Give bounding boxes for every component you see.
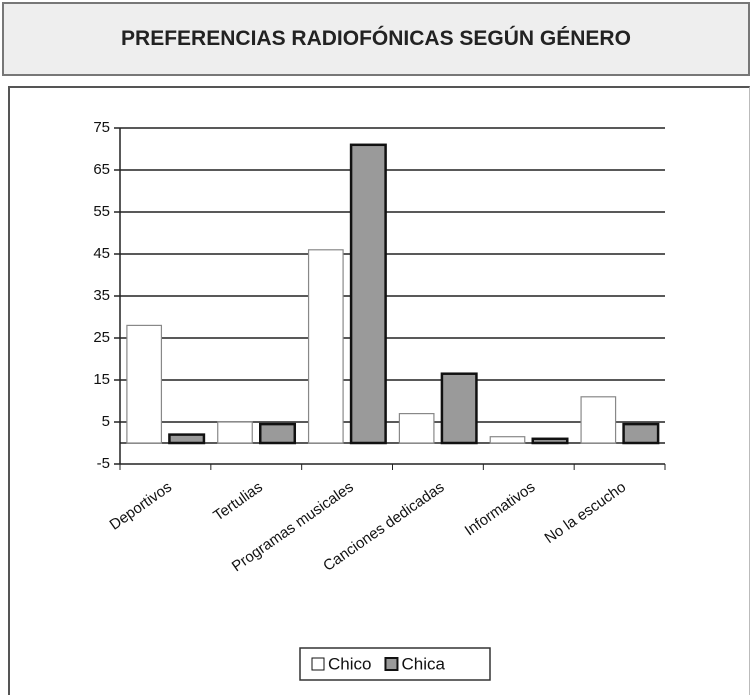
bar	[580, 396, 617, 444]
legend-swatch	[384, 657, 399, 671]
y-tick-label: 15	[93, 371, 110, 388]
bar	[217, 421, 253, 444]
y-tick-label: 75	[93, 119, 110, 136]
y-tick-label: 45	[93, 245, 110, 262]
y-tick-label: 65	[93, 161, 110, 178]
bar	[489, 436, 526, 444]
legend-label: Chica	[401, 654, 445, 673]
bar	[349, 143, 387, 445]
legend-label: Chico	[328, 654, 371, 673]
y-tick-label: 55	[93, 203, 110, 220]
y-tick-label: 25	[93, 329, 110, 346]
bar	[440, 372, 478, 445]
chart-panel	[8, 86, 750, 695]
bar	[398, 413, 435, 444]
bar	[307, 249, 344, 444]
bar	[259, 422, 297, 445]
bar	[622, 422, 660, 445]
x-tick-label: No la escucho	[542, 479, 630, 547]
x-tick-label: Tertulias	[210, 479, 266, 525]
bar	[531, 437, 569, 445]
y-tick-label: 35	[93, 287, 110, 304]
x-tick-label: Deportivos	[107, 479, 175, 534]
x-tick-label: Informativos	[462, 479, 539, 540]
y-tick-label: -5	[97, 455, 110, 472]
chart-title: PREFERENCIAS RADIOFÓNICAS SEGÚN GÉNERO	[2, 2, 750, 76]
bar	[126, 324, 163, 444]
y-tick-label: 5	[102, 413, 110, 430]
bar	[168, 433, 206, 445]
legend-swatch	[311, 657, 325, 671]
